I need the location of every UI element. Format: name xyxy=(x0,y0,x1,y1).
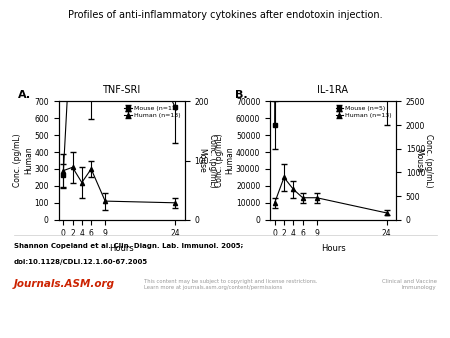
Text: doi:10.1128/CDLI.12.1.60-67.2005: doi:10.1128/CDLI.12.1.60-67.2005 xyxy=(14,259,148,265)
Legend: Mouse (n=5), Human (n=13): Mouse (n=5), Human (n=13) xyxy=(334,104,393,119)
Y-axis label: Conc. (pg/mL)
Mouse: Conc. (pg/mL) Mouse xyxy=(198,134,217,187)
Text: Clinical and Vaccine
Immunology: Clinical and Vaccine Immunology xyxy=(382,279,436,290)
X-axis label: Hours: Hours xyxy=(320,244,346,253)
Text: This content may be subject to copyright and license restrictions.
Learn more at: This content may be subject to copyright… xyxy=(144,279,318,290)
Y-axis label: Conc. (pg/mL)
Mouse: Conc. (pg/mL) Mouse xyxy=(414,134,433,187)
Title: TNF-SRI: TNF-SRI xyxy=(103,85,140,95)
Text: B.: B. xyxy=(235,90,248,100)
Text: A.: A. xyxy=(18,90,32,100)
Text: Profiles of anti-inflammatory cytokines after endotoxin injection.: Profiles of anti-inflammatory cytokines … xyxy=(68,10,382,20)
Legend: Mouse (n=11), Human (n=13): Mouse (n=11), Human (n=13) xyxy=(123,104,181,119)
Y-axis label: Conc. (pg/mL)
Human: Conc. (pg/mL) Human xyxy=(215,134,234,187)
Title: IL-1RA: IL-1RA xyxy=(318,85,348,95)
Y-axis label: Conc. (pg/mL)
Human: Conc. (pg/mL) Human xyxy=(14,134,33,187)
Text: Shannon Copeland et al. Clin. Diagn. Lab. Immunol. 2005;: Shannon Copeland et al. Clin. Diagn. Lab… xyxy=(14,243,243,249)
X-axis label: Hours: Hours xyxy=(109,244,134,253)
Text: Journals.ASM.org: Journals.ASM.org xyxy=(14,279,114,289)
